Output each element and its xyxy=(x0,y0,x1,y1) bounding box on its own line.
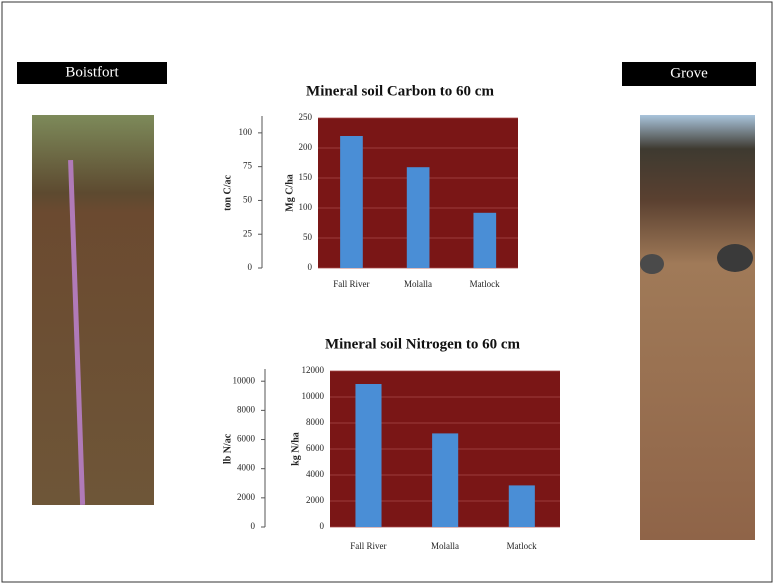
y2-tick-label: 50 xyxy=(243,194,253,204)
bar xyxy=(340,136,363,268)
y-tick-label: 6000 xyxy=(306,443,325,453)
x-tick-label: Fall River xyxy=(333,279,369,289)
y-tick-label: 0 xyxy=(308,262,313,272)
bar xyxy=(406,167,430,268)
y2-tick-label: 2000 xyxy=(237,492,256,502)
x-tick-label: Matlock xyxy=(470,279,500,289)
chart-title: Mineral soil Nitrogen to 60 cm xyxy=(325,336,521,352)
y-tick-label: 2000 xyxy=(306,495,325,505)
y-tick-label: 150 xyxy=(299,172,313,182)
bar xyxy=(473,212,497,268)
y2-axis-label: ton C/ac xyxy=(222,175,233,211)
y-tick-label: 8000 xyxy=(306,417,325,427)
x-tick-label: Molalla xyxy=(404,279,432,289)
y-tick-label: 4000 xyxy=(306,469,325,479)
y-tick-label: 50 xyxy=(303,232,313,242)
bar xyxy=(355,384,382,527)
y-tick-label: 0 xyxy=(320,521,325,531)
y2-tick-label: 25 xyxy=(243,228,253,238)
y-tick-label: 10000 xyxy=(302,391,325,401)
label-box xyxy=(622,62,756,86)
label-box xyxy=(17,62,167,84)
soil-photo xyxy=(640,115,755,540)
chart-title: Mineral soil Carbon to 60 cm xyxy=(306,83,494,99)
y2-tick-label: 0 xyxy=(251,521,256,531)
soil-photo xyxy=(32,115,154,505)
bar xyxy=(432,433,459,527)
measuring-tape xyxy=(68,159,86,505)
y2-tick-label: 0 xyxy=(248,262,253,272)
site-label: Grove xyxy=(670,65,708,81)
y2-tick-label: 75 xyxy=(243,161,253,171)
y2-tick-label: 4000 xyxy=(237,463,256,473)
y-axis-label: kg N/ha xyxy=(290,432,301,466)
y-tick-label: 12000 xyxy=(302,365,325,375)
rock xyxy=(640,254,664,274)
y-tick-label: 100 xyxy=(299,202,313,212)
y2-tick-label: 6000 xyxy=(237,434,256,444)
y2-tick-label: 8000 xyxy=(237,404,256,414)
y2-axis-label: lb N/ac xyxy=(222,433,233,464)
bar xyxy=(508,485,535,527)
y-axis-label: Mg C/ha xyxy=(284,174,295,212)
x-tick-label: Molalla xyxy=(431,541,459,551)
rock xyxy=(717,244,753,272)
y-tick-label: 200 xyxy=(299,142,313,152)
x-tick-label: Fall River xyxy=(350,541,386,551)
x-tick-label: Matlock xyxy=(507,541,537,551)
site-label: Boistfort xyxy=(65,64,119,80)
y2-tick-label: 100 xyxy=(239,127,253,137)
y2-tick-label: 10000 xyxy=(233,375,256,385)
y-tick-label: 250 xyxy=(299,112,313,122)
